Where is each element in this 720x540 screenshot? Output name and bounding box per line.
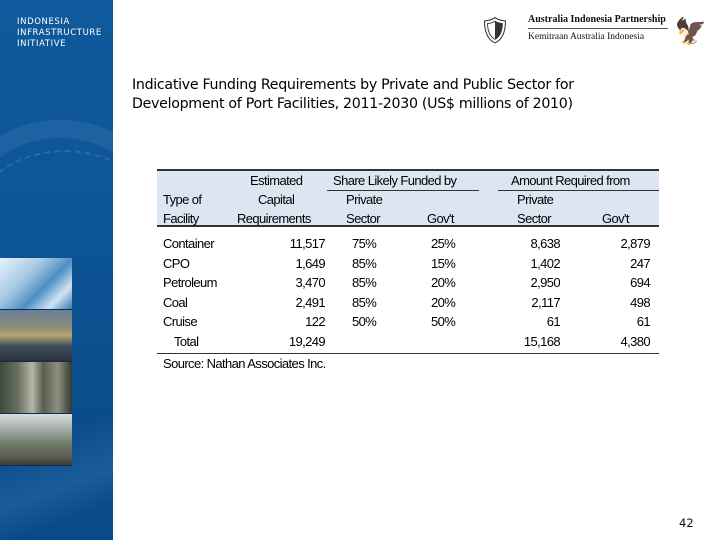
total-capital-cell: 19,249 — [288, 333, 326, 349]
partnership-subtitle: Kemitraan Australia Indonesia — [528, 32, 645, 42]
slide-number: 42 — [679, 516, 694, 530]
facility-cell: Coal — [163, 294, 188, 310]
table-row: Container 11,517 75% 25% 8,638 2,879 — [157, 234, 659, 254]
capital-cell: 122 — [305, 314, 325, 329]
header-share-govt: Gov't — [427, 211, 455, 226]
group-share-underline — [327, 190, 479, 191]
table-row: CPO 1,649 85% 15% 1,402 247 — [157, 254, 659, 274]
slide-title-line-1: Indicative Funding Requirements by Priva… — [132, 77, 574, 93]
table-header: Estimated Share Likely Funded by Amount … — [157, 169, 659, 227]
share-private-cell: 85% — [352, 275, 377, 290]
share-govt-cell: 50% — [431, 314, 456, 329]
share-private-cell: 50% — [352, 314, 377, 329]
road-traffic-photo — [0, 362, 72, 414]
table-body: Container 11,517 75% 25% 8,638 2,879 CPO… — [157, 227, 659, 354]
brand-logo-text: INDONESIA INFRASTRUCTURE INITIATIVE — [17, 17, 102, 50]
header-requirements: Requirements — [237, 211, 311, 226]
share-private-cell: 75% — [352, 236, 377, 251]
share-govt-cell: 25% — [431, 236, 456, 251]
funding-requirements-table: Estimated Share Likely Funded by Amount … — [157, 169, 659, 372]
header-share-sector: Sector — [346, 211, 381, 226]
capital-cell: 3,470 — [295, 275, 325, 290]
header-facility: Facility — [163, 211, 199, 226]
amount-private-cell: 1,402 — [530, 255, 560, 271]
amount-private-cell: 2,117 — [531, 294, 560, 310]
table-total-row: Total 19,249 15,168 4,380 — [157, 332, 659, 352]
photo-strip — [0, 258, 72, 466]
facility-cell: Cruise — [163, 314, 198, 329]
amount-govt-cell: 498 — [630, 294, 650, 310]
table-source-note: Source: Nathan Associates Inc. — [163, 356, 326, 371]
header-share-private: Private — [346, 192, 383, 207]
amount-govt-cell: 694 — [630, 275, 650, 290]
capital-cell: 11,517 — [289, 236, 326, 251]
share-private-cell: 85% — [352, 255, 377, 271]
amount-govt-cell: 61 — [636, 314, 651, 329]
table-row: Petroleum 3,470 85% 20% 2,950 694 — [157, 273, 659, 293]
facility-cell: Container — [163, 236, 215, 251]
partnership-text: Australia Indonesia Partnership Kemitraa… — [528, 14, 668, 42]
total-amount-private-cell: 15,168 — [523, 333, 561, 349]
commuter-train-photo — [0, 414, 72, 466]
header-type-of: Type of — [163, 192, 202, 207]
highway-background-graphic — [0, 120, 113, 280]
port-cranes-photo — [0, 310, 72, 362]
partnership-logo: 🛡 Australia Indonesia Partnership Kemitr… — [470, 10, 710, 52]
slide-title: Indicative Funding Requirements by Priva… — [132, 76, 712, 114]
water-splash-photo — [0, 258, 72, 310]
amount-govt-cell: 2,879 — [620, 236, 650, 251]
total-amount-govt-cell: 4,380 — [620, 333, 650, 349]
capital-cell: 2,491 — [295, 294, 325, 310]
facility-cell: Petroleum — [163, 275, 217, 290]
header-group-share: Share Likely Funded by — [333, 173, 457, 188]
table-row: Cruise 122 50% 50% 61 61 — [157, 312, 659, 332]
brand-line-2: INFRASTRUCTURE — [17, 28, 102, 38]
highway-lane-markings — [0, 150, 113, 300]
total-label: Total — [174, 333, 199, 349]
partnership-title: Australia Indonesia Partnership — [528, 14, 668, 29]
australia-coat-of-arms-icon: 🛡 — [478, 15, 512, 45]
header-amount-private: Private — [517, 192, 554, 207]
group-amount-underline — [498, 190, 659, 191]
brand-line-1: INDONESIA — [17, 17, 70, 27]
header-amount-sector: Sector — [517, 211, 552, 226]
header-amount-govt: Gov't — [602, 211, 630, 226]
share-private-cell: 85% — [352, 294, 377, 310]
brand-line-3: INITIATIVE — [17, 39, 67, 49]
amount-private-cell: 61 — [546, 314, 561, 329]
capital-cell: 1,649 — [295, 255, 325, 271]
amount-private-cell: 2,950 — [530, 275, 560, 290]
facility-cell: CPO — [163, 255, 190, 271]
garuda-pancasila-icon: 🦅 — [674, 16, 708, 46]
share-govt-cell: 20% — [431, 275, 456, 290]
share-govt-cell: 20% — [431, 294, 456, 310]
share-govt-cell: 15% — [431, 255, 456, 271]
table-row: Coal 2,491 85% 20% 2,117 498 — [157, 293, 659, 313]
header-group-amount: Amount Required from — [511, 173, 630, 188]
amount-private-cell: 8,638 — [530, 236, 560, 251]
header-capital: Capital — [258, 192, 295, 207]
amount-govt-cell: 247 — [630, 255, 650, 271]
sidebar-panel: INDONESIA INFRASTRUCTURE INITIATIVE — [0, 0, 113, 540]
slide-title-line-2: Development of Port Facilities, 2011-203… — [132, 96, 573, 112]
header-estimated: Estimated — [250, 173, 303, 188]
